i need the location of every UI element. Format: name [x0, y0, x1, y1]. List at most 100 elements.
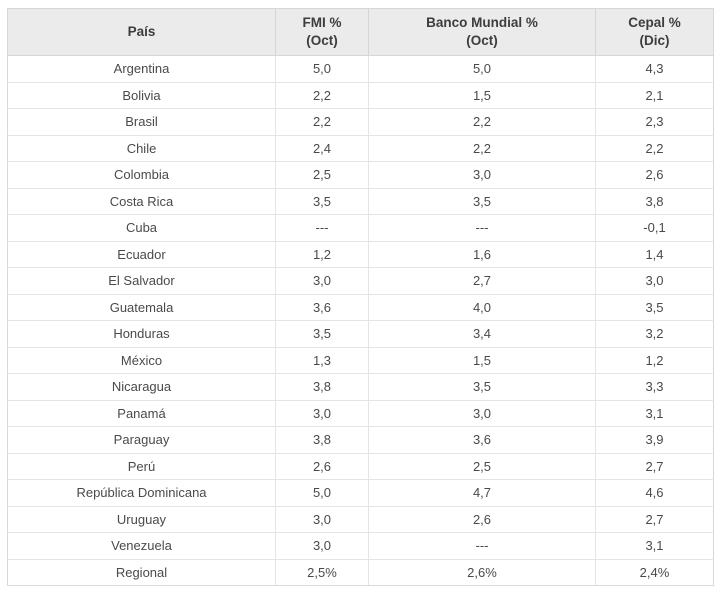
- cepal-value-cell: 2,6: [595, 161, 714, 189]
- banco-mundial-value-cell: 2,2: [368, 108, 596, 136]
- table-row: Perú 2,6 2,5 2,7: [7, 452, 714, 480]
- col-header-cepal-line1: Cepal %: [628, 15, 681, 30]
- table-row: Guatemala 3,6 4,0 3,5: [7, 293, 714, 321]
- cepal-value-cell: 2,3: [595, 108, 714, 136]
- cepal-value-cell: 3,9: [595, 426, 714, 454]
- cepal-value-cell: 3,0: [595, 267, 714, 295]
- country-cell: Argentina: [7, 55, 276, 83]
- country-cell: Cuba: [7, 214, 276, 242]
- regional-row: Regional 2,5% 2,6% 2,4%: [7, 558, 714, 586]
- col-header-fmi-line2: (Oct): [306, 33, 338, 48]
- fmi-value-cell: 2,2: [275, 81, 369, 109]
- country-cell: Perú: [7, 452, 276, 480]
- cepal-value-cell: 1,2: [595, 346, 714, 374]
- country-cell: Guatemala: [7, 293, 276, 321]
- table-footer: Regional 2,5% 2,6% 2,4%: [7, 558, 714, 586]
- cepal-value-cell: 2,1: [595, 81, 714, 109]
- fmi-value-cell: 3,8: [275, 426, 369, 454]
- table-row: Uruguay 3,0 2,6 2,7: [7, 505, 714, 533]
- regional-banco-mundial-value: 2,6%: [368, 558, 596, 586]
- col-header-pais: País: [7, 8, 276, 56]
- banco-mundial-value-cell: ---: [368, 214, 596, 242]
- fmi-value-cell: 5,0: [275, 479, 369, 507]
- country-cell: Honduras: [7, 320, 276, 348]
- regional-label: Regional: [7, 558, 276, 586]
- fmi-value-cell: 5,0: [275, 55, 369, 83]
- table-row: Brasil 2,2 2,2 2,3: [7, 108, 714, 136]
- fmi-value-cell: 3,0: [275, 505, 369, 533]
- fmi-value-cell: 3,5: [275, 187, 369, 215]
- table-row: Bolivia 2,2 1,5 2,1: [7, 81, 714, 109]
- fmi-value-cell: 1,3: [275, 346, 369, 374]
- fmi-value-cell: 3,0: [275, 532, 369, 560]
- table-row: Argentina 5,0 5,0 4,3: [7, 55, 714, 83]
- cepal-value-cell: 4,6: [595, 479, 714, 507]
- table-row: El Salvador 3,0 2,7 3,0: [7, 267, 714, 295]
- table-row: Honduras 3,5 3,4 3,2: [7, 320, 714, 348]
- cepal-value-cell: 3,1: [595, 399, 714, 427]
- col-header-fmi: FMI % (Oct): [275, 8, 369, 56]
- banco-mundial-value-cell: 3,5: [368, 373, 596, 401]
- table-row: Chile 2,4 2,2 2,2: [7, 134, 714, 162]
- banco-mundial-value-cell: ---: [368, 532, 596, 560]
- table-body: Argentina 5,0 5,0 4,3 Bolivia 2,2 1,5 2,1 Brasil…: [7, 55, 714, 560]
- cepal-value-cell: 3,3: [595, 373, 714, 401]
- table-row: Venezuela 3,0 --- 3,1: [7, 532, 714, 560]
- banco-mundial-value-cell: 4,0: [368, 293, 596, 321]
- country-cell: Brasil: [7, 108, 276, 136]
- col-header-banco-mundial-line2: (Oct): [466, 33, 498, 48]
- table-header: País FMI % (Oct) Banco Mundial % (Oct) C…: [7, 8, 714, 56]
- regional-fmi-value: 2,5%: [275, 558, 369, 586]
- country-cell: Bolivia: [7, 81, 276, 109]
- growth-forecast-table: País FMI % (Oct) Banco Mundial % (Oct) C…: [7, 8, 714, 586]
- banco-mundial-value-cell: 2,5: [368, 452, 596, 480]
- banco-mundial-value-cell: 3,0: [368, 399, 596, 427]
- table-row: República Dominicana 5,0 4,7 4,6: [7, 479, 714, 507]
- country-cell: Costa Rica: [7, 187, 276, 215]
- fmi-value-cell: 3,6: [275, 293, 369, 321]
- banco-mundial-value-cell: 5,0: [368, 55, 596, 83]
- fmi-value-cell: 2,4: [275, 134, 369, 162]
- table-row: Costa Rica 3,5 3,5 3,8: [7, 187, 714, 215]
- fmi-value-cell: 2,6: [275, 452, 369, 480]
- country-cell: Venezuela: [7, 532, 276, 560]
- country-cell: Colombia: [7, 161, 276, 189]
- cepal-value-cell: 2,2: [595, 134, 714, 162]
- cepal-value-cell: 3,1: [595, 532, 714, 560]
- banco-mundial-value-cell: 3,4: [368, 320, 596, 348]
- fmi-value-cell: 2,2: [275, 108, 369, 136]
- cepal-value-cell: 2,7: [595, 505, 714, 533]
- country-cell: El Salvador: [7, 267, 276, 295]
- table-row: Panamá 3,0 3,0 3,1: [7, 399, 714, 427]
- cepal-value-cell: 3,8: [595, 187, 714, 215]
- table-row: Colombia 2,5 3,0 2,6: [7, 161, 714, 189]
- col-header-cepal: Cepal % (Dic): [595, 8, 714, 56]
- col-header-banco-mundial: Banco Mundial % (Oct): [368, 8, 596, 56]
- header-row: País FMI % (Oct) Banco Mundial % (Oct) C…: [7, 8, 714, 56]
- col-header-pais-label: País: [127, 24, 156, 39]
- fmi-value-cell: 3,0: [275, 267, 369, 295]
- fmi-value-cell: 2,5: [275, 161, 369, 189]
- table-row: Ecuador 1,2 1,6 1,4: [7, 240, 714, 268]
- fmi-value-cell: 3,5: [275, 320, 369, 348]
- fmi-value-cell: 3,0: [275, 399, 369, 427]
- table-row: Nicaragua 3,8 3,5 3,3: [7, 373, 714, 401]
- country-cell: México: [7, 346, 276, 374]
- col-header-cepal-line2: (Dic): [639, 33, 670, 48]
- banco-mundial-value-cell: 3,0: [368, 161, 596, 189]
- banco-mundial-value-cell: 2,6: [368, 505, 596, 533]
- cepal-value-cell: 3,5: [595, 293, 714, 321]
- banco-mundial-value-cell: 2,7: [368, 267, 596, 295]
- banco-mundial-value-cell: 1,6: [368, 240, 596, 268]
- country-cell: Uruguay: [7, 505, 276, 533]
- cepal-value-cell: 4,3: [595, 55, 714, 83]
- banco-mundial-value-cell: 4,7: [368, 479, 596, 507]
- banco-mundial-value-cell: 1,5: [368, 346, 596, 374]
- country-cell: Nicaragua: [7, 373, 276, 401]
- banco-mundial-value-cell: 3,6: [368, 426, 596, 454]
- country-cell: Chile: [7, 134, 276, 162]
- fmi-value-cell: ---: [275, 214, 369, 242]
- col-header-fmi-line1: FMI %: [302, 15, 342, 30]
- cepal-value-cell: 3,2: [595, 320, 714, 348]
